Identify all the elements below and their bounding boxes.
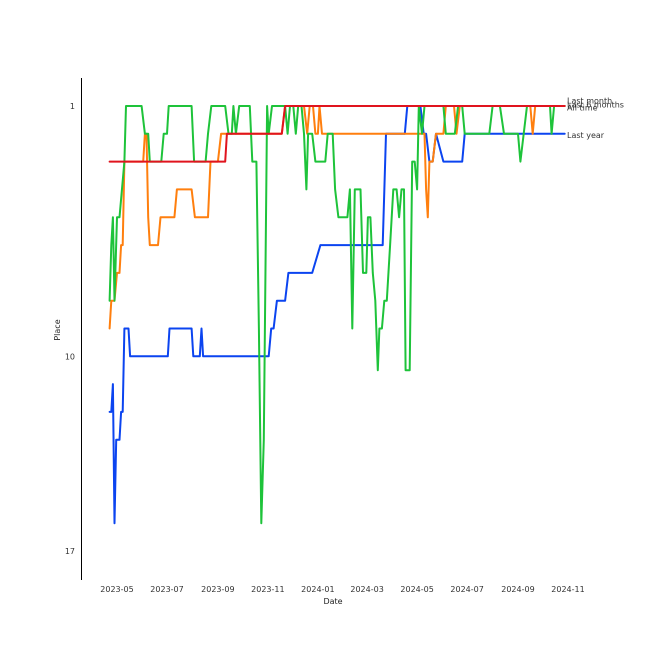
x-axis-label: Date [323,597,342,606]
x-tick-label: 2024-11 [551,585,584,594]
series-end-label: Last month [567,96,612,105]
series-line-last-month [108,105,566,163]
series-end-label: Last year [567,131,605,140]
x-tick-label: 2023-07 [150,585,183,594]
x-tick-label: 2024-07 [450,585,483,594]
x-tick-label: 2024-03 [350,585,383,594]
series-line-last-6-months [108,105,566,525]
y-tick-label: 10 [65,352,75,361]
y-tick-label: 17 [65,547,75,556]
x-tick-label: 2024-05 [400,585,433,594]
x-tick-label: 2024-01 [301,585,334,594]
series-group [108,105,566,525]
series-end-label: All time [567,103,598,112]
x-tick-label: 2023-11 [251,585,284,594]
y-axis-label: Place [53,319,62,340]
x-tick-label: 2023-05 [100,585,133,594]
series-line-last-year [108,105,566,330]
x-axis-ticks: 2023-05 2023-07 2023-09 2023-11 2024-01 2024-… [100,585,584,594]
y-axis-ticks: 1 10 17 [65,102,75,556]
y-tick-label: 1 [70,102,75,111]
x-tick-label: 2023-09 [201,585,234,594]
series-end-label: Last 6 months [567,101,624,110]
series-line-all-time [108,105,566,525]
x-tick-label: 2024-09 [501,585,534,594]
